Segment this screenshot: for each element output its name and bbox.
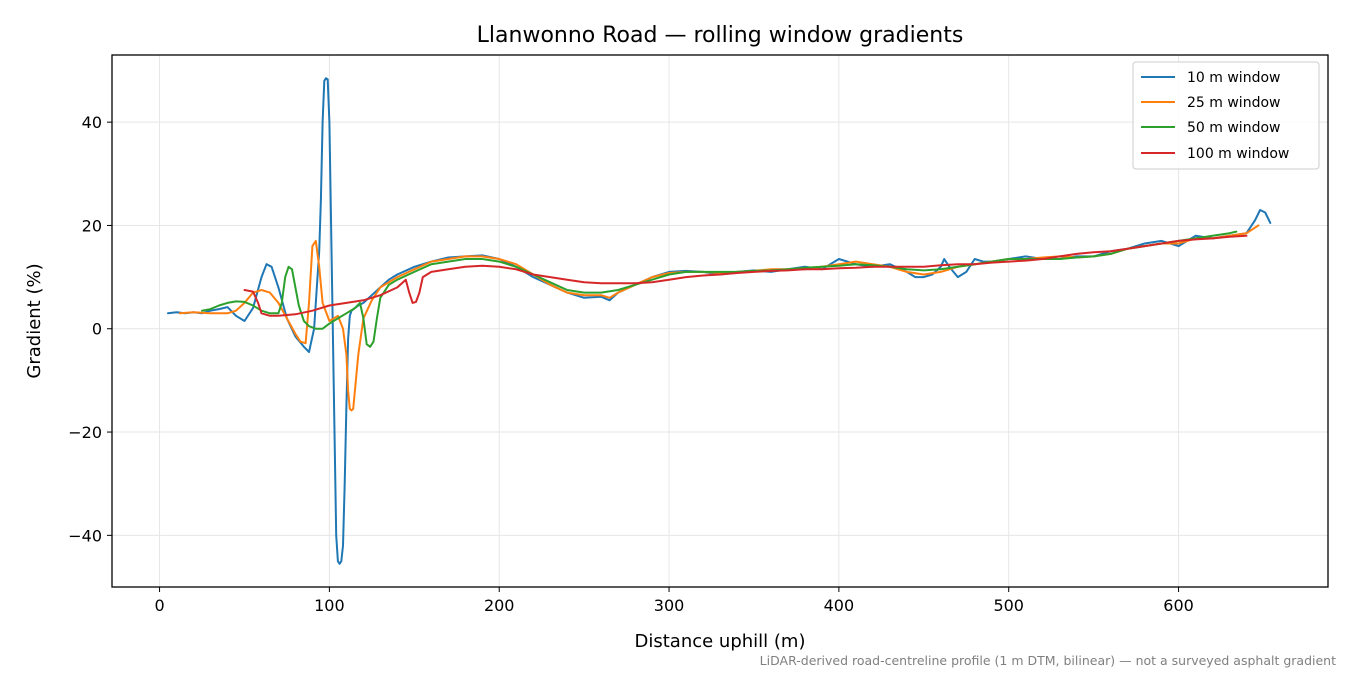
x-tick-label: 600 (1163, 596, 1194, 615)
grid (112, 55, 1328, 587)
plot-frame (111, 54, 1329, 588)
legend-label-10m: 10 m window (1187, 70, 1280, 86)
footnote: LiDAR-derived road-centreline profile (1… (760, 653, 1336, 668)
x-tick-label: 100 (314, 596, 345, 615)
y-tick-label: −20 (68, 423, 102, 442)
x-tick-label: 0 (154, 596, 164, 615)
axis-ticks: 0 100 200 300 400 500 600 −40 −20 0 20 40 (68, 113, 1194, 615)
y-tick-label: 20 (82, 216, 102, 235)
series-layer (167, 77, 1272, 565)
series-25m-window (178, 224, 1260, 412)
legend-label-100m: 100 m window (1187, 146, 1289, 162)
y-tick-label: −40 (68, 526, 102, 545)
legend-box (1132, 61, 1320, 170)
x-axis-label: Distance uphill (m) (635, 631, 806, 652)
chart-title: Llanwonno Road — rolling window gradient… (477, 23, 964, 48)
x-tick-label: 400 (824, 596, 855, 615)
legend: 10 m window 25 m window 50 m window 100 … (1132, 61, 1320, 170)
legend-label-50m: 50 m window (1187, 120, 1280, 136)
series-50m-window (201, 230, 1238, 348)
x-tick-label: 200 (484, 596, 515, 615)
legend-label-25m: 25 m window (1187, 95, 1280, 111)
x-tick-label: 300 (654, 596, 685, 615)
y-axis-label: Gradient (%) (24, 263, 45, 378)
x-tick-label: 500 (993, 596, 1024, 615)
y-tick-label: 0 (92, 320, 102, 339)
series-100m-window (243, 234, 1248, 317)
y-tick-label: 40 (82, 113, 102, 132)
